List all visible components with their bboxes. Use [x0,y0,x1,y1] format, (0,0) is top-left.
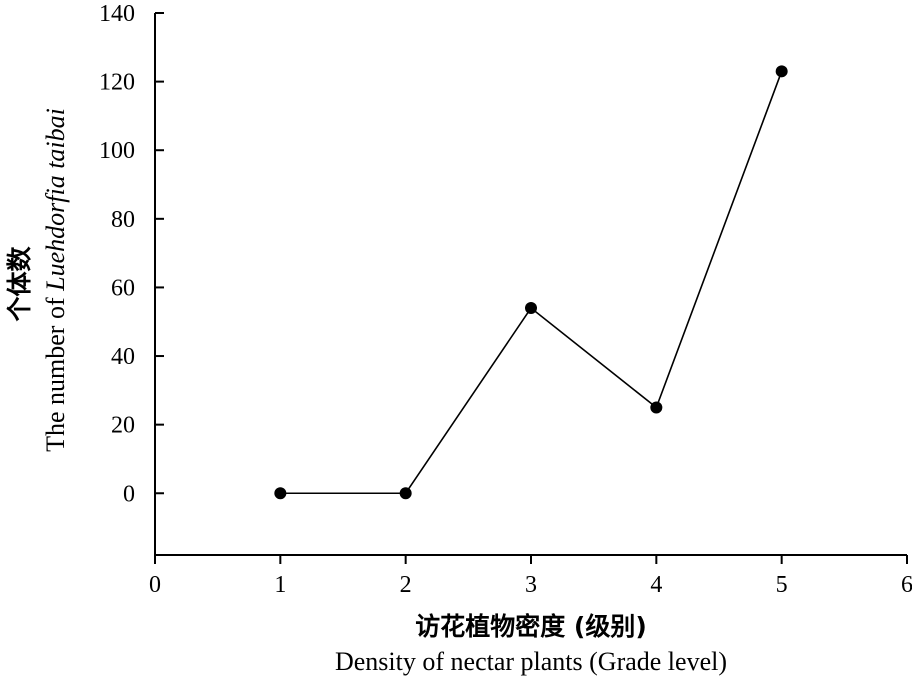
axes [154,13,907,556]
y-ticks: 0 20 40 60 80 100 120 140 [99,1,164,507]
y-axis-label-en-group: The number of Luehdorfia taibai [41,108,70,452]
y-axis-label-chinese: 个体数 [5,246,34,322]
data-point [650,401,663,414]
y-tick-label: 40 [111,344,135,370]
x-tick-label: 6 [901,572,912,598]
x-tick-label: 5 [776,572,788,598]
y-tick-label: 120 [99,70,135,96]
x-tick-label: 4 [650,572,662,598]
x-tick-label: 3 [525,572,537,598]
data-point [399,487,412,500]
data-point [525,302,537,315]
y-tick-label: 140 [99,1,135,27]
data-point [775,65,788,78]
x-tick-label: 1 [274,572,286,598]
series [274,65,788,500]
x-tick-label: 0 [149,572,161,598]
y-axis-label: 个体数 [5,246,34,322]
y-tick-label: 60 [111,275,135,301]
y-tick-label: 20 [111,413,135,439]
x-axis-label-english: Density of nectar plants (Grade level) [335,647,727,676]
y-tick-label: 80 [111,207,135,233]
data-point [274,487,287,500]
x-ticks: 0 1 2 3 4 5 6 [149,555,912,598]
y-axis-label-prefix: The number of [41,291,70,452]
y-axis-label-species: Luehdorfia taibai [41,108,70,292]
y-tick-label: 100 [99,138,135,164]
x-tick-label: 2 [400,572,412,598]
series-line [280,71,783,495]
x-axis-label-chinese: 访花植物密度 (级别) [415,612,647,641]
y-axis-label-english: The number of Luehdorfia taibai [41,108,70,452]
y-tick-label: 0 [123,481,135,507]
